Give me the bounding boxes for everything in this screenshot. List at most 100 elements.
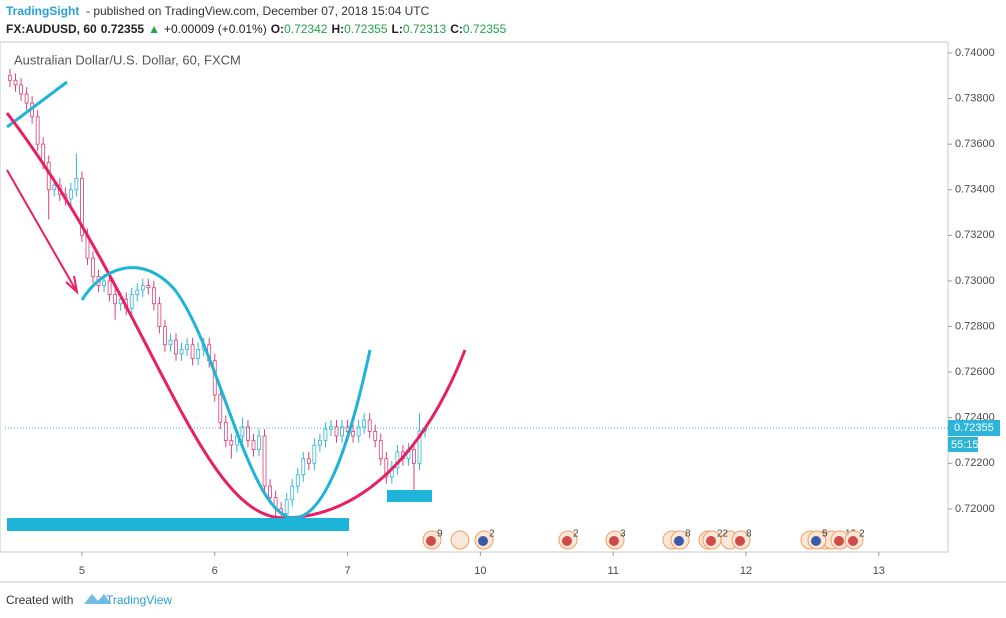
event-flag	[706, 536, 716, 546]
body	[251, 440, 256, 451]
events: 922382285122	[422, 529, 865, 550]
header-field: L:	[392, 22, 403, 36]
x-tick-label: 7	[344, 565, 350, 577]
body	[140, 285, 145, 291]
body	[102, 280, 106, 286]
y-tick-label: 0.72200	[955, 457, 995, 469]
x-tick-label: 5	[79, 565, 85, 577]
y-tick-label: 0.73600	[955, 138, 995, 150]
header-field: ▲	[148, 22, 160, 36]
event-flag	[674, 536, 684, 546]
arrow	[6, 169, 78, 293]
body	[74, 177, 79, 191]
body	[35, 116, 40, 145]
body	[246, 426, 250, 441]
header-field: 0.72355	[463, 22, 507, 36]
x-tick-label: 11	[607, 565, 618, 577]
event-flag	[735, 536, 745, 546]
last-price-box	[948, 419, 1000, 436]
event-icon	[450, 530, 470, 550]
y-tick-label: 0.73000	[955, 275, 995, 287]
event-flag	[834, 536, 844, 546]
author: TradingSight	[6, 4, 79, 18]
y-tick-label: 0.73400	[955, 184, 995, 196]
x-tick-label: 13	[873, 565, 885, 577]
body	[284, 499, 289, 514]
event-count: 2	[573, 529, 579, 540]
header-field: 0.72355	[344, 22, 388, 36]
body	[417, 430, 422, 464]
body	[262, 435, 267, 487]
event-count: 9	[437, 529, 443, 540]
body	[351, 430, 355, 437]
body	[80, 177, 84, 236]
header-field: 0.72355	[101, 22, 145, 36]
x-tick-label: 10	[474, 565, 486, 577]
published: - published on TradingView.com, December…	[86, 4, 430, 18]
body	[107, 280, 112, 296]
ticks: 0.720000.722000.724000.726000.728000.730…	[79, 47, 995, 577]
body	[223, 421, 228, 441]
body	[323, 428, 328, 441]
candles	[8, 68, 427, 528]
body	[412, 449, 416, 464]
body	[362, 419, 367, 428]
body	[8, 75, 12, 81]
x-tick-label: 12	[740, 565, 752, 577]
countdown: 55:15	[951, 439, 979, 451]
body	[157, 303, 162, 327]
support-zone	[7, 518, 349, 531]
event-flag	[848, 536, 858, 546]
y-tick-label: 0.73800	[955, 92, 995, 104]
event-count: 2	[859, 529, 865, 540]
event-count: 22	[717, 529, 729, 540]
y-tick-label: 0.72800	[955, 320, 995, 332]
body	[185, 344, 189, 350]
body	[196, 348, 201, 359]
body	[218, 394, 223, 423]
body	[378, 440, 383, 460]
countdown-box	[948, 436, 978, 452]
body	[13, 79, 18, 86]
body	[68, 189, 73, 200]
event-count: 8	[685, 529, 691, 540]
body	[91, 257, 95, 277]
body	[52, 184, 57, 191]
body	[290, 485, 295, 501]
header-field: C:	[450, 22, 463, 36]
y-tick-label: 0.74000	[955, 47, 995, 59]
cyan-curve	[80, 266, 372, 520]
y-tick-label: 0.72600	[955, 366, 995, 378]
body	[317, 440, 322, 446]
header-field: +0.00009 (+0.01%)	[164, 22, 267, 36]
arrow-head	[65, 275, 79, 295]
header-field: 0.72313	[403, 22, 447, 36]
body	[163, 326, 167, 346]
body	[312, 444, 317, 464]
body	[301, 458, 306, 476]
body	[179, 348, 184, 355]
body	[113, 294, 118, 305]
body	[356, 426, 361, 437]
event-flag	[426, 536, 436, 546]
body	[340, 426, 344, 437]
chart-title: Australian Dollar/U.S. Dollar, 60, FXCM	[14, 52, 241, 67]
last-price-label: 0.72355	[954, 422, 994, 434]
event-flag	[811, 536, 821, 546]
brand[interactable]: TradingView	[106, 593, 172, 607]
header-field: O:	[271, 22, 284, 36]
x-tick-label: 6	[212, 565, 218, 577]
body	[306, 458, 311, 464]
body	[373, 430, 378, 441]
event-count: 2	[489, 529, 495, 540]
event-count: 5	[822, 529, 828, 540]
body	[295, 474, 300, 487]
body	[229, 440, 234, 446]
drawings	[5, 80, 467, 531]
header-field: H:	[331, 22, 344, 36]
trend-line	[6, 80, 68, 129]
body	[257, 435, 261, 451]
event-flag	[478, 536, 488, 546]
body	[135, 289, 140, 296]
